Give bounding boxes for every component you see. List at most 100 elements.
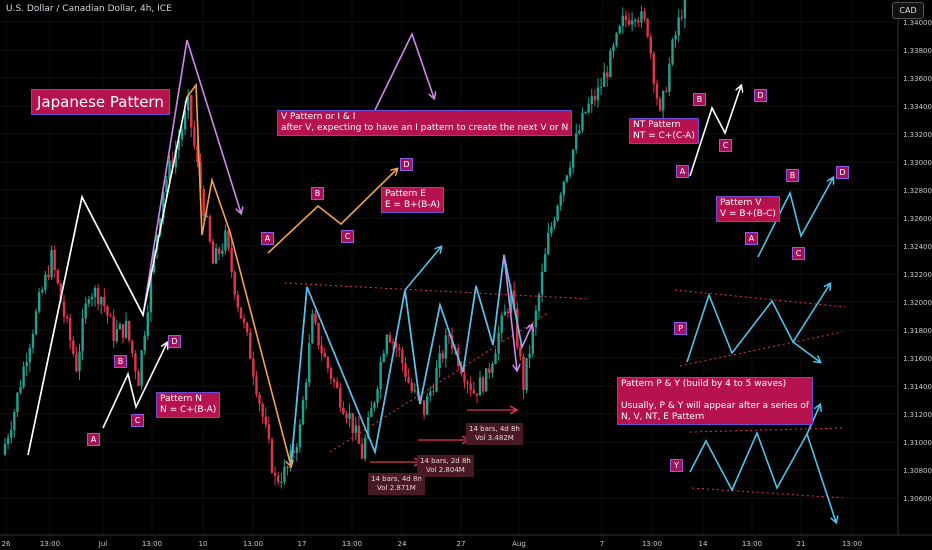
point-c: C: [341, 230, 354, 243]
candle-body: [16, 392, 19, 413]
candle-body: [413, 390, 416, 392]
point-d: D: [400, 158, 413, 171]
candle-body: [516, 308, 519, 347]
candle-body: [118, 324, 122, 330]
channel-line: [329, 312, 549, 453]
candle-body: [373, 402, 376, 409]
wave-cyan: [757, 178, 833, 258]
candle-body: [677, 17, 680, 36]
candle-body: [528, 353, 531, 359]
wave-cyan: [792, 341, 820, 362]
x-tick-label: 14: [699, 540, 708, 548]
candle-body: [41, 290, 44, 293]
candle-body: [301, 400, 305, 425]
candle-body: [174, 149, 177, 168]
y-tick-label: 1.32800: [903, 187, 932, 195]
candle-body: [162, 191, 165, 219]
candle-body: [661, 90, 665, 111]
candle-body: [485, 368, 488, 392]
y-tick-label: 1.31400: [903, 383, 932, 391]
candle-body: [62, 301, 66, 317]
point-c: C: [719, 139, 732, 152]
candle-body: [10, 429, 13, 438]
candle-body: [109, 315, 112, 317]
candle-body: [68, 318, 72, 341]
candle-body: [491, 364, 494, 373]
candle-body: [121, 324, 125, 338]
candle-body: [581, 112, 584, 131]
bar-stats-2: 14 bars, 2d 8h Vol 2.804M: [417, 455, 474, 477]
point-d: D: [836, 166, 849, 179]
candle-body: [75, 354, 78, 372]
candle-body: [345, 414, 348, 419]
candle-body: [519, 346, 522, 357]
candle-body: [658, 98, 662, 111]
candle-body: [177, 139, 181, 150]
pattern-overlays: [27, 31, 846, 522]
candle-body: [65, 316, 69, 319]
channel-line: [691, 487, 844, 499]
candle-body: [19, 387, 22, 393]
currency-button[interactable]: CAD: [892, 2, 924, 19]
candle-body: [385, 334, 389, 354]
candle-body: [562, 181, 566, 195]
candle-body: [245, 322, 249, 333]
candle-body: [500, 315, 503, 333]
candle-body: [84, 303, 87, 319]
candle-body: [314, 313, 317, 323]
candle-body: [606, 72, 609, 77]
candle-body: [460, 366, 463, 375]
x-tick-label: 13:00: [842, 540, 862, 548]
y-tick-label: 1.31200: [903, 411, 932, 419]
point-a: A: [261, 232, 274, 245]
x-tick-label: 17: [298, 540, 307, 548]
candle-body: [578, 130, 581, 134]
candle-body: [72, 340, 75, 355]
y-tick-label: 1.31800: [903, 327, 932, 335]
candle-body: [488, 368, 491, 373]
candle-body: [115, 329, 118, 342]
candle-body: [637, 20, 640, 23]
candle-body: [565, 175, 569, 182]
candle-body: [323, 353, 326, 358]
x-tick-label: Aug: [512, 540, 526, 548]
candle-body: [351, 413, 354, 433]
nt-pattern-label: NT Pattern NT = C+(C-A): [629, 118, 699, 144]
candle-body: [652, 53, 656, 84]
candle-body: [568, 167, 572, 176]
candle-body: [311, 313, 314, 344]
candle-body: [208, 216, 212, 242]
candle-body: [134, 353, 137, 372]
wave-cyan: [686, 284, 830, 363]
candle-body: [140, 350, 143, 386]
point-a: A: [745, 232, 758, 245]
y-tick-label: 1.31000: [903, 439, 932, 447]
candle-body: [522, 356, 525, 390]
chart-title: U.S. Dollar / Canadian Dollar, 4h, ICE: [6, 4, 172, 14]
point-b: B: [693, 93, 706, 106]
candle-body: [239, 307, 243, 319]
candle-body: [407, 377, 410, 383]
candle-body: [273, 472, 277, 476]
candle-body: [233, 272, 236, 295]
candle-body: [547, 232, 550, 254]
candle-body: [447, 335, 451, 337]
candle-body: [559, 194, 562, 206]
price-axis: 1.34000 1.33800 1.33600 1.33400 1.33200 1.330…: [903, 19, 932, 503]
candle-body: [205, 216, 208, 218]
y-tick-label: 1.32200: [903, 271, 932, 279]
candle-body: [186, 95, 190, 111]
candle-body: [28, 348, 32, 363]
y-tick-label: 1.31600: [903, 355, 932, 363]
candle-body: [432, 391, 435, 393]
candle-body: [25, 362, 28, 367]
candle-body: [183, 110, 187, 130]
candle-body: [258, 394, 261, 404]
candle-body: [143, 335, 146, 351]
point-c: C: [131, 414, 144, 427]
wave-violet: [503, 254, 517, 370]
x-tick-label: 13:00: [342, 540, 362, 548]
candle-body: [382, 353, 385, 362]
candle-body: [363, 437, 367, 459]
candle-body: [236, 294, 240, 308]
